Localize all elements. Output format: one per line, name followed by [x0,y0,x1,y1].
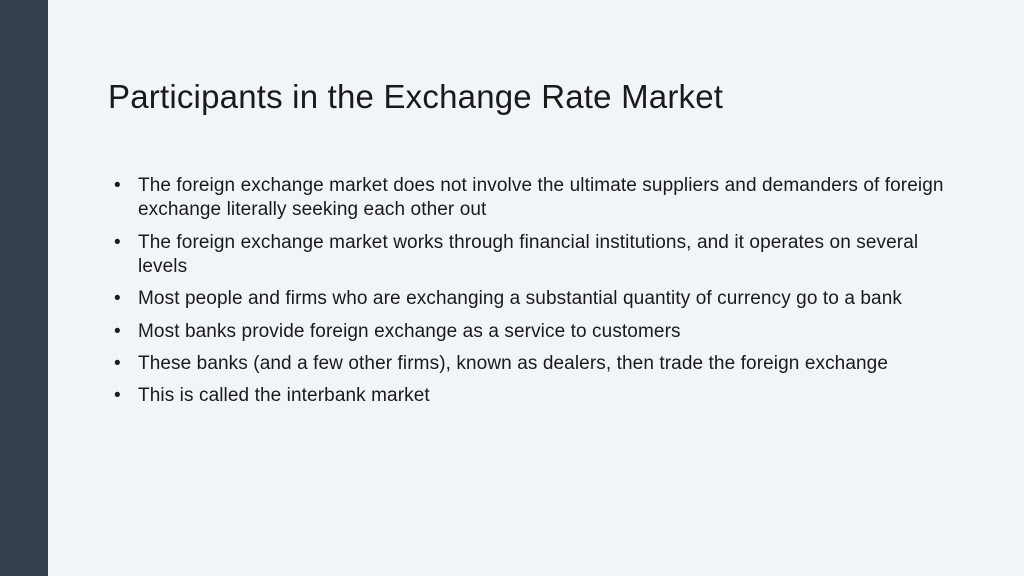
list-item: This is called the interbank market [108,384,964,408]
list-item: The foreign exchange market does not inv… [108,174,964,223]
accent-left-bar [0,0,48,576]
slide-title: Participants in the Exchange Rate Market [108,78,964,116]
slide-content: Participants in the Exchange Rate Market… [48,0,1024,576]
list-item: Most people and firms who are exchanging… [108,287,964,311]
list-item: The foreign exchange market works throug… [108,231,964,280]
bullet-list: The foreign exchange market does not inv… [108,174,964,409]
list-item: Most banks provide foreign exchange as a… [108,320,964,344]
list-item: These banks (and a few other firms), kno… [108,352,964,376]
